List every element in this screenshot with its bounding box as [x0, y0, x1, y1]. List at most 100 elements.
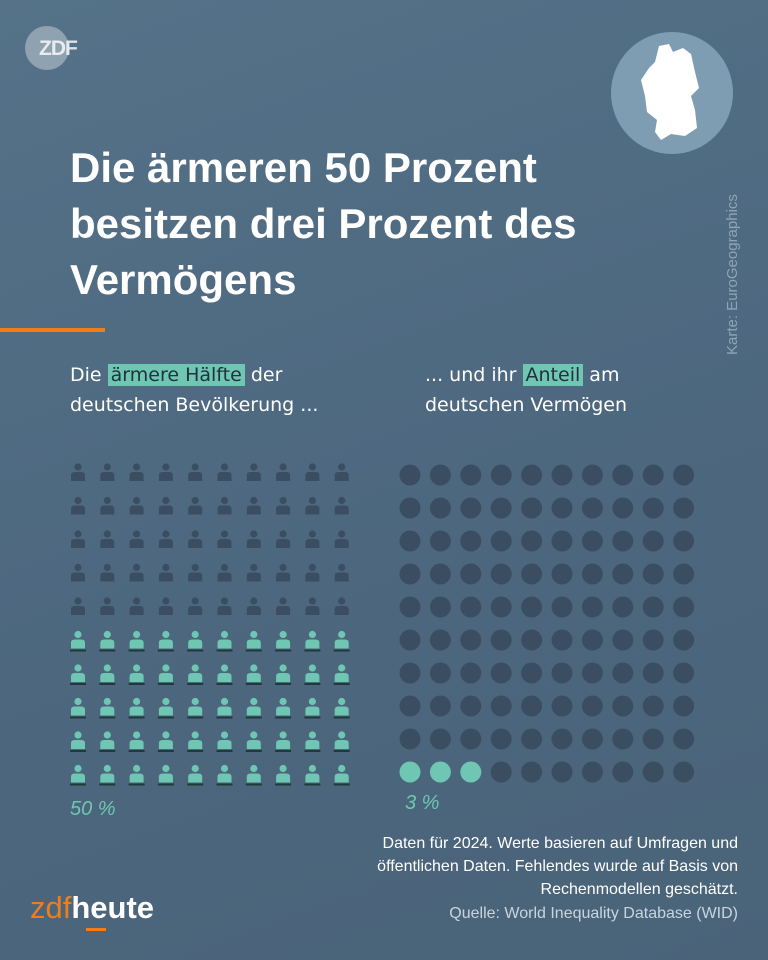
person-icon-highlighted: [128, 731, 145, 752]
wealth-dot: [612, 497, 634, 519]
person-icon: [71, 563, 85, 582]
wealth-dot: [521, 728, 543, 750]
wealth-dot: [490, 695, 512, 717]
wealth-dot: [490, 530, 512, 552]
person-icon: [334, 496, 349, 515]
wealth-percent-label: 3 %: [405, 792, 440, 814]
wealth-dot: [490, 629, 512, 651]
person-icon: [158, 563, 173, 582]
person-icon: [188, 530, 203, 548]
wealth-dot: [581, 761, 603, 783]
person-icon: [246, 496, 261, 515]
person-icon: [188, 463, 203, 481]
person-icon-highlighted: [128, 630, 145, 652]
person-icon-highlighted: [304, 697, 321, 719]
wealth-dot: [673, 695, 695, 717]
wealth-dot: [642, 629, 664, 651]
person-icon-highlighted: [128, 764, 145, 786]
person-icon-highlighted: [216, 630, 233, 652]
wealth-dot: [612, 662, 634, 684]
wealth-dot: [551, 629, 573, 651]
wealth-dot: [429, 629, 451, 651]
wealth-dot: [673, 596, 695, 618]
wealth-dot: [642, 464, 664, 486]
person-icon: [100, 530, 115, 548]
person-icon: [334, 530, 349, 548]
person-icon-highlighted: [245, 630, 262, 652]
wealth-dot-highlighted: [460, 761, 482, 783]
wealth-dot: [612, 563, 634, 585]
wealth-dot: [460, 629, 482, 651]
person-icon-highlighted: [275, 630, 292, 652]
person-icon: [188, 496, 203, 515]
person-icon: [158, 597, 173, 615]
person-icon-highlighted: [216, 664, 233, 685]
wealth-dot: [429, 695, 451, 717]
wealth-dot: [612, 761, 634, 783]
person-icon-highlighted: [99, 664, 116, 685]
person-icon-highlighted: [245, 731, 262, 752]
person-icon-highlighted: [99, 630, 116, 652]
wealth-dot: [581, 596, 603, 618]
wealth-dot: [673, 563, 695, 585]
person-icon: [276, 530, 291, 548]
germany-map-icon: [611, 32, 733, 154]
wealth-dot: [642, 695, 664, 717]
person-icon: [158, 496, 173, 515]
wealth-dot: [673, 497, 695, 519]
wealth-dot: [460, 530, 482, 552]
wealth-dot: [490, 728, 512, 750]
person-icon: [188, 563, 203, 582]
wealth-dot: [551, 563, 573, 585]
wealth-dot: [429, 464, 451, 486]
wealth-dot: [460, 695, 482, 717]
wealth-dot: [551, 662, 573, 684]
wealth-dot: [642, 530, 664, 552]
person-icon: [246, 597, 261, 615]
wealth-dot: [581, 662, 603, 684]
person-icon: [276, 463, 291, 481]
wealth-dot: [673, 728, 695, 750]
person-icon: [246, 563, 261, 582]
wealth-dot: [581, 530, 603, 552]
person-icon: [129, 563, 144, 582]
person-icon: [305, 597, 320, 615]
person-icon: [217, 597, 232, 615]
wealth-dot: [399, 695, 421, 717]
person-icon-highlighted: [157, 630, 174, 652]
wealth-dot: [399, 662, 421, 684]
wealth-dot: [551, 596, 573, 618]
wealth-dot: [490, 464, 512, 486]
person-icon-highlighted: [157, 697, 174, 719]
person-icon: [100, 463, 115, 481]
wealth-dot: [521, 464, 543, 486]
person-icon: [276, 496, 291, 515]
wealth-dot: [399, 728, 421, 750]
person-icon-highlighted: [245, 664, 262, 685]
wealth-dot: [429, 662, 451, 684]
person-icon-highlighted: [333, 697, 350, 719]
person-icon-highlighted: [245, 697, 262, 719]
person-icon: [334, 597, 349, 615]
person-icon: [129, 530, 144, 548]
person-icon-highlighted: [99, 731, 116, 752]
wealth-dot: [399, 629, 421, 651]
person-icon-highlighted: [157, 731, 174, 752]
wealth-dot: [399, 563, 421, 585]
person-icon-highlighted: [99, 697, 116, 719]
person-icon: [246, 463, 261, 481]
wealth-dot: [642, 596, 664, 618]
person-icon-highlighted: [333, 630, 350, 652]
wealth-dot: [612, 530, 634, 552]
person-icon-highlighted: [99, 764, 116, 786]
person-icon-highlighted: [275, 764, 292, 786]
wealth-dot: [551, 497, 573, 519]
wealth-dot: [642, 662, 664, 684]
person-icon-highlighted: [216, 731, 233, 752]
wealth-dot: [581, 563, 603, 585]
person-icon: [217, 496, 232, 515]
wealth-dot: [521, 530, 543, 552]
person-icon: [305, 530, 320, 548]
wealth-dot: [399, 530, 421, 552]
wealth-dot: [460, 662, 482, 684]
